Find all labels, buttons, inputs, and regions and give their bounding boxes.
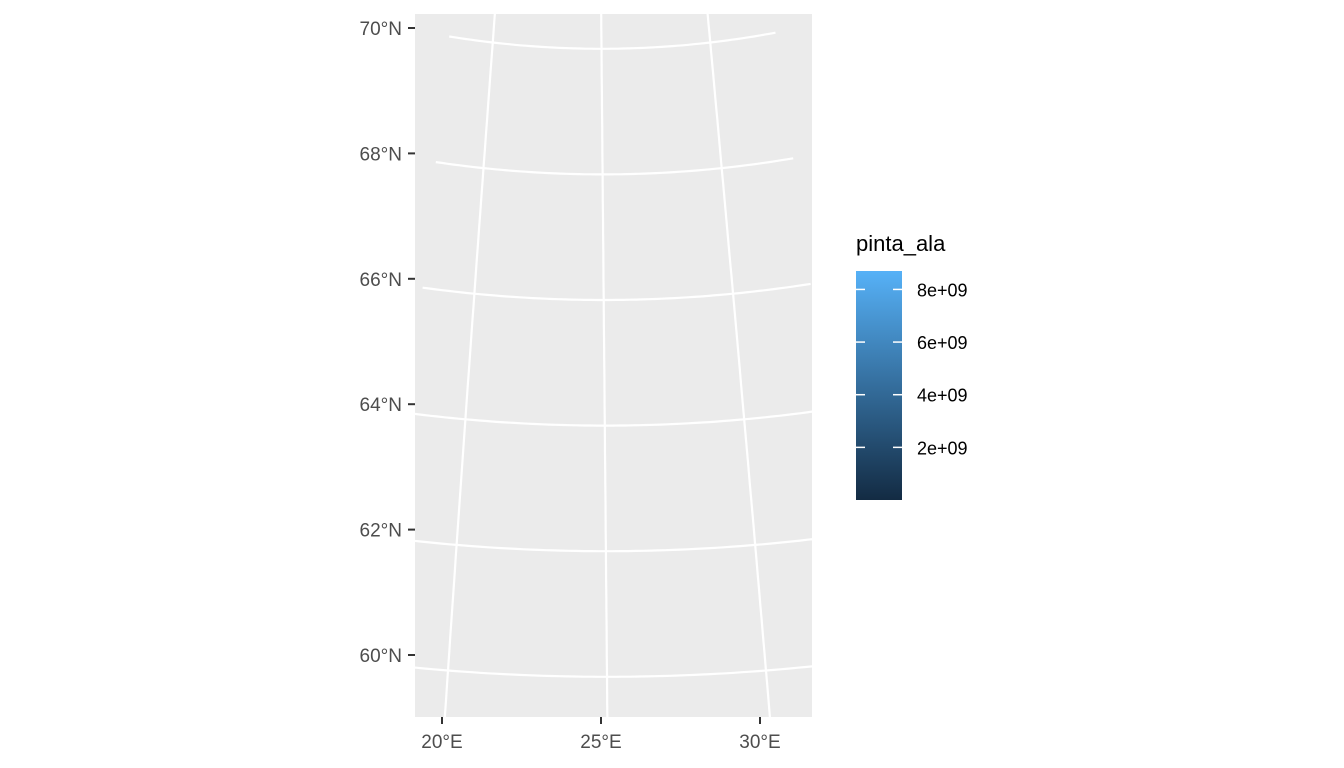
x-tick-label: 20°E (421, 732, 462, 753)
parallel-66 (422, 282, 811, 302)
legend-break-label: 2e+09 (917, 438, 968, 458)
parallel-64 (415, 410, 812, 427)
legend-break-label: 4e+09 (917, 386, 968, 406)
x-axis: 20°E 25°E 30°E (421, 717, 781, 753)
meridian-25 (600, 14, 609, 717)
x-tick-label: 30°E (739, 732, 780, 753)
parallel-60 (415, 665, 812, 678)
y-tick-label: 64°N (360, 395, 402, 416)
y-tick-label: 62°N (360, 521, 402, 542)
graticule (415, 14, 812, 717)
x-tick-label: 25°E (580, 732, 621, 753)
legend-break-label: 6e+09 (917, 333, 968, 353)
legend-ticks: 2e+09 4e+09 6e+09 8e+09 (856, 280, 968, 458)
legend-title: pinta_ala (856, 231, 946, 256)
legend: pinta_ala 2e+09 4e+09 6e+09 8e+09 (856, 231, 968, 500)
meridian-20 (443, 14, 496, 717)
meridian-30 (706, 14, 772, 717)
map-panel (415, 14, 812, 717)
y-tick-label: 70°N (360, 19, 402, 40)
colorbar (856, 271, 902, 500)
parallel-68 (435, 157, 794, 176)
y-tick-label: 66°N (360, 270, 402, 291)
parallel-62 (415, 538, 812, 553)
y-axis: 60°N 62°N 64°N 66°N 68°N 70°N (360, 19, 415, 667)
parallel-70 (449, 31, 776, 50)
y-tick-label: 68°N (360, 144, 402, 165)
y-tick-label: 60°N (360, 646, 402, 667)
legend-break-label: 8e+09 (917, 280, 968, 300)
